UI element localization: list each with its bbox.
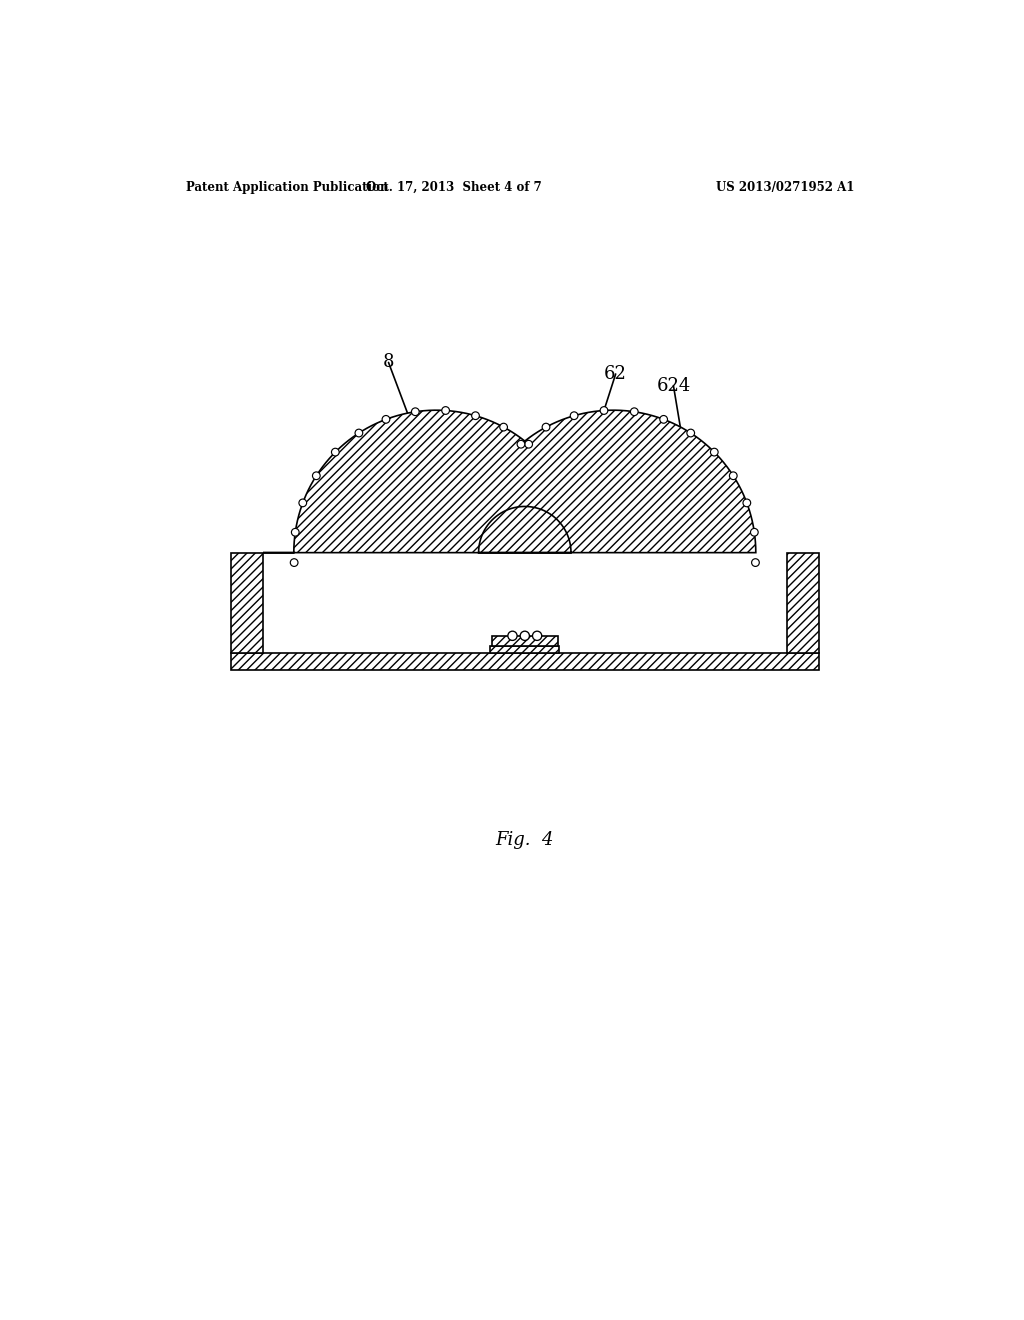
Circle shape	[600, 407, 608, 414]
Circle shape	[332, 449, 339, 455]
Circle shape	[508, 631, 517, 640]
Text: Fig.  4: Fig. 4	[496, 830, 554, 849]
Circle shape	[472, 412, 479, 420]
Circle shape	[743, 499, 751, 507]
Circle shape	[290, 558, 298, 566]
Circle shape	[751, 528, 758, 536]
Polygon shape	[493, 636, 557, 645]
Text: 8: 8	[383, 354, 394, 371]
Polygon shape	[490, 645, 559, 653]
Circle shape	[382, 416, 390, 424]
Circle shape	[412, 408, 419, 416]
Circle shape	[441, 407, 450, 414]
Text: 62: 62	[604, 366, 627, 383]
Text: Oct. 17, 2013  Sheet 4 of 7: Oct. 17, 2013 Sheet 4 of 7	[367, 181, 542, 194]
Circle shape	[500, 424, 508, 430]
Circle shape	[524, 441, 532, 447]
Circle shape	[292, 528, 299, 536]
Circle shape	[542, 424, 550, 430]
Circle shape	[687, 429, 694, 437]
Circle shape	[729, 473, 737, 479]
Polygon shape	[230, 553, 263, 653]
Circle shape	[532, 631, 542, 640]
Text: US 2013/0271952 A1: US 2013/0271952 A1	[716, 181, 854, 194]
Circle shape	[631, 408, 638, 416]
Circle shape	[517, 441, 525, 447]
Circle shape	[299, 499, 306, 507]
Circle shape	[570, 412, 578, 420]
Circle shape	[355, 429, 362, 437]
Circle shape	[312, 473, 321, 479]
Text: 624: 624	[656, 376, 690, 395]
Circle shape	[659, 416, 668, 424]
Text: Patent Application Publication: Patent Application Publication	[186, 181, 388, 194]
Polygon shape	[230, 653, 819, 671]
Circle shape	[520, 631, 529, 640]
Polygon shape	[786, 553, 819, 653]
Circle shape	[752, 558, 760, 566]
Polygon shape	[263, 411, 756, 553]
Circle shape	[711, 449, 718, 455]
